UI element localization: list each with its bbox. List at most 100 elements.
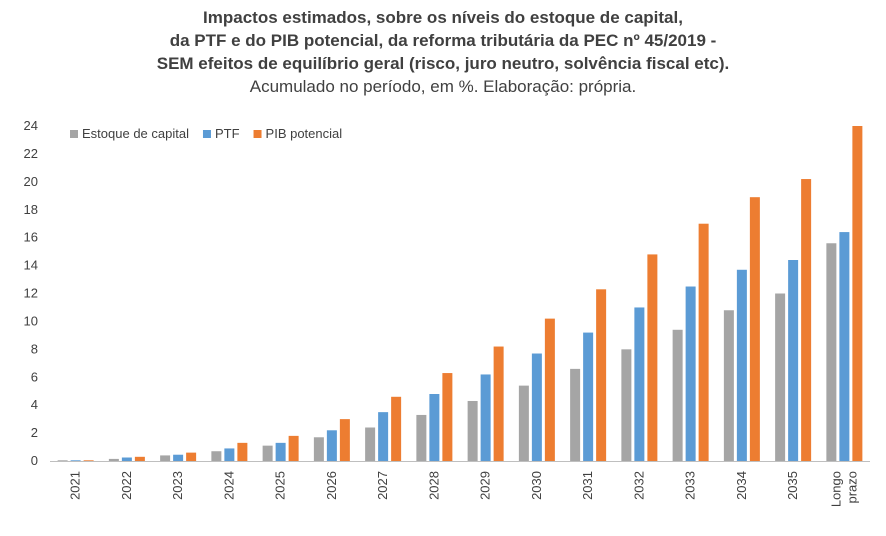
bar xyxy=(852,126,863,461)
y-tick-label: 4 xyxy=(31,397,38,412)
x-tick-label: 2027 xyxy=(375,471,390,500)
x-tick-label-group: 2027 xyxy=(375,471,390,500)
x-tick-label: 2034 xyxy=(734,471,749,500)
bar xyxy=(237,442,248,461)
y-tick-label: 0 xyxy=(31,453,38,468)
x-tick-label-group: 2030 xyxy=(529,471,544,500)
x-tick-label-group: 2032 xyxy=(631,471,646,500)
bar xyxy=(518,385,529,461)
bar xyxy=(313,437,324,461)
bar xyxy=(826,243,837,461)
legend-swatch xyxy=(202,130,211,138)
x-tick-label: 2030 xyxy=(529,471,544,500)
bar xyxy=(173,454,184,461)
bar xyxy=(442,373,453,461)
bar xyxy=(634,307,645,461)
legend-label: Estoque de capital xyxy=(82,126,189,141)
bar xyxy=(57,460,68,461)
bar xyxy=(480,374,491,461)
bar xyxy=(224,448,235,461)
y-tick-label: 2 xyxy=(31,425,38,440)
x-tick-label: 2023 xyxy=(170,471,185,500)
legend-swatch xyxy=(253,130,262,138)
x-tick-label: 2032 xyxy=(631,471,646,500)
x-tick-label: 2031 xyxy=(580,471,595,500)
bar xyxy=(378,412,389,461)
chart-title-line-2: da PTF e do PIB potencial, da reforma tr… xyxy=(169,31,717,50)
bar xyxy=(596,289,607,461)
x-tick-label: 2035 xyxy=(785,471,800,500)
y-tick-label: 20 xyxy=(24,174,38,189)
bar xyxy=(108,458,119,461)
bar xyxy=(647,254,658,461)
y-tick-label: 8 xyxy=(31,341,38,356)
bar xyxy=(723,310,734,461)
bar xyxy=(736,269,747,461)
x-tick-label: 2026 xyxy=(324,471,339,500)
x-tick-label-group: 2021 xyxy=(68,471,83,500)
bar xyxy=(531,353,542,461)
x-tick-label: 2025 xyxy=(273,471,288,500)
bar xyxy=(672,329,683,461)
bar xyxy=(685,286,696,461)
bar xyxy=(121,457,132,461)
bar xyxy=(262,445,273,461)
bar xyxy=(186,452,197,461)
bar xyxy=(211,451,222,461)
y-tick-label: 16 xyxy=(24,230,38,245)
x-tick-label: 2028 xyxy=(426,471,441,500)
bar xyxy=(698,223,709,461)
legend-swatch xyxy=(70,130,78,138)
x-tick-label-group: 2033 xyxy=(683,471,698,500)
x-tick-label-group: 2031 xyxy=(580,471,595,500)
chart-title-line-3: SEM efeitos de equilíbrio geral (risco, … xyxy=(156,54,730,73)
y-tick-label: 22 xyxy=(24,146,38,161)
x-tick-label-group: 2022 xyxy=(119,471,134,500)
bar xyxy=(839,232,850,461)
bar xyxy=(288,435,299,461)
bar xyxy=(326,430,337,461)
bar xyxy=(416,414,427,461)
bar xyxy=(70,460,81,461)
bar xyxy=(775,293,786,461)
x-tick-label-group: 2024 xyxy=(221,471,236,500)
x-tick-label: Longoprazo xyxy=(828,471,859,507)
x-tick-label: 2024 xyxy=(221,471,236,500)
chart-title-line-1: Impactos estimados, sobre os níveis do e… xyxy=(203,8,683,27)
bar xyxy=(160,455,171,461)
chart-subtitle: Acumulado no período, em %. Elaboração: … xyxy=(249,77,637,96)
bar xyxy=(365,427,376,461)
bar xyxy=(621,349,632,461)
bar xyxy=(134,456,145,461)
y-tick-label: 6 xyxy=(31,369,38,384)
x-tick-label-group: 2028 xyxy=(426,471,441,500)
bar xyxy=(801,179,812,461)
bar xyxy=(391,396,402,461)
bar xyxy=(429,394,440,461)
legend-label: PIB potencial xyxy=(266,126,343,141)
bar xyxy=(544,318,555,461)
bar xyxy=(83,460,94,461)
y-tick-label: 24 xyxy=(24,118,38,133)
x-tick-label: 2033 xyxy=(683,471,698,500)
legend-label: PTF xyxy=(215,126,240,141)
x-tick-label-group: 2023 xyxy=(170,471,185,500)
x-tick-label-group: 2025 xyxy=(273,471,288,500)
x-tick-label: 2021 xyxy=(68,471,83,500)
bar xyxy=(467,400,478,461)
bar xyxy=(275,442,286,461)
bar xyxy=(583,332,594,461)
x-tick-label-group: 2026 xyxy=(324,471,339,500)
x-tick-label-group: 2035 xyxy=(785,471,800,500)
x-tick-label: 2022 xyxy=(119,471,134,500)
bar xyxy=(788,260,799,461)
y-tick-label: 14 xyxy=(24,258,38,273)
chart-title-block: Impactos estimados, sobre os níveis do e… xyxy=(0,6,886,98)
y-tick-label: 18 xyxy=(24,202,38,217)
x-tick-label: 2029 xyxy=(478,471,493,500)
bar xyxy=(570,368,581,461)
x-tick-label-group: 2029 xyxy=(478,471,493,500)
x-tick-label-group: 2034 xyxy=(734,471,749,500)
y-tick-label: 12 xyxy=(24,286,38,301)
